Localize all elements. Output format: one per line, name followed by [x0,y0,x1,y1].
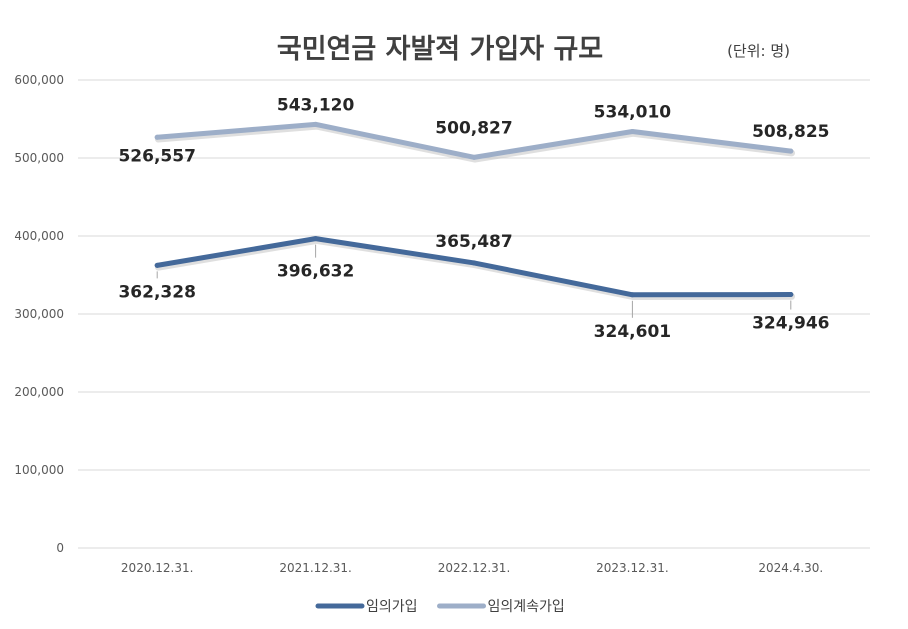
y-tick-label: 0 [56,541,64,555]
y-tick-label: 500,000 [14,151,64,165]
data-label-layer: 362,328 396,632 365,487 324,601 324,946 526,5… [118,95,829,341]
legend: 임의가입 임의계속가입 [315,599,565,615]
data-point [788,148,794,154]
y-axis: 0 100,000 200,000 300,000 400,000 500,000 600,… [14,73,64,555]
data-label: 324,946 [752,314,829,334]
data-label: 543,120 [277,95,355,115]
chart-title: 국민연금 자발적 가입자 규모 [277,34,603,65]
data-label: 362,328 [118,282,195,302]
data-point [471,154,477,160]
data-label: 534,010 [594,102,672,122]
unit-note: (단위: 명) [727,42,790,60]
data-point [154,262,160,268]
y-tick-label: 300,000 [14,307,64,321]
y-tick-label: 400,000 [14,229,64,243]
x-tick-label: 2022.12.31. [438,561,511,575]
y-tick-label: 600,000 [14,73,64,87]
data-point [471,260,477,266]
legend-label: 임의가입 [366,599,418,615]
x-tick-label: 2020.12.31. [121,561,194,575]
data-label: 324,601 [594,322,671,342]
data-label: 365,487 [435,232,512,252]
x-tick-label: 2023.12.31. [596,561,669,575]
data-point [313,236,319,242]
data-point [629,128,635,134]
y-tick-label: 200,000 [14,385,64,399]
legend-label: 임의계속가입 [488,599,565,615]
data-point [154,134,160,140]
data-label: 396,632 [277,262,354,282]
data-label: 500,827 [435,118,512,138]
data-label: 526,557 [118,146,195,166]
y-tick-label: 100,000 [14,463,64,477]
series-layer [154,121,796,301]
data-point [788,292,794,298]
x-axis: 2020.12.31. 2021.12.31. 2022.12.31. 2023.12… [121,561,823,575]
data-point [313,121,319,127]
data-point [629,292,635,298]
x-tick-label: 2021.12.31. [279,561,352,575]
x-tick-label: 2024.4.30. [758,561,823,575]
data-label: 508,825 [752,122,829,142]
